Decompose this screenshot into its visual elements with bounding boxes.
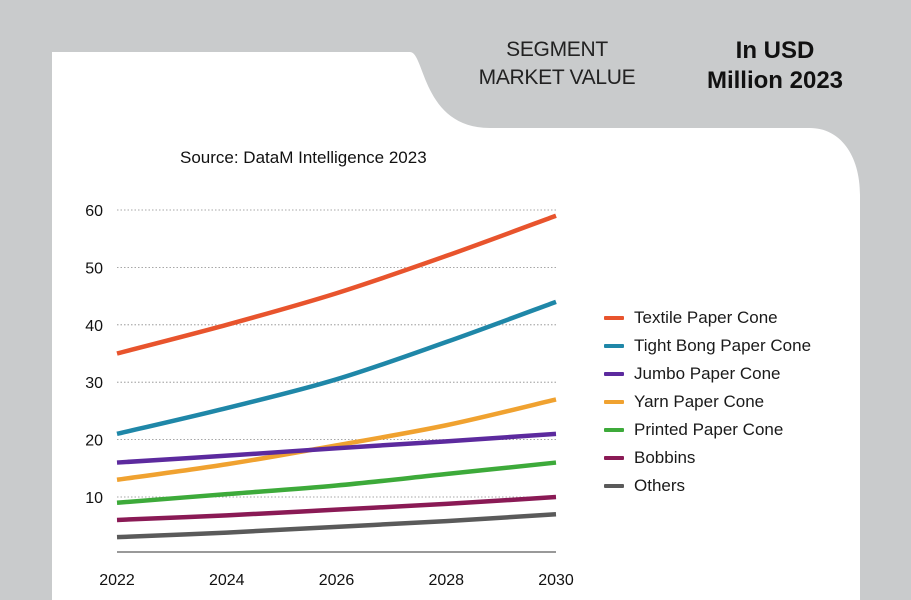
- y-axis-ticks: 10 20 30 40 50 60: [85, 203, 103, 507]
- legend-swatch: [604, 428, 624, 432]
- x-tick-label: 2022: [99, 572, 135, 589]
- legend-item: Jumbo Paper Cone: [604, 360, 811, 388]
- series-line-jumbo-paper-cone: [116, 431, 557, 465]
- y-tick-label: 10: [85, 490, 103, 507]
- legend-label: Yarn Paper Cone: [634, 392, 765, 411]
- legend-swatch: [604, 400, 624, 404]
- legend-label: Jumbo Paper Cone: [634, 364, 781, 383]
- series-line-printed-paper-cone: [116, 460, 557, 505]
- legend-item: Others: [604, 472, 811, 500]
- series-line-yarn-paper-cone: [116, 397, 557, 483]
- legend-swatch: [604, 344, 624, 348]
- chart-legend: Textile Paper Cone Tight Bong Paper Cone J…: [604, 304, 811, 500]
- segment-market-value-heading: SEGMENT MARKET VALUE: [462, 36, 652, 92]
- y-tick-label: 40: [85, 318, 103, 335]
- legend-label: Bobbins: [634, 448, 696, 467]
- x-tick-label: 2028: [428, 572, 464, 589]
- series-line-tight-bong-paper-cone: [116, 299, 557, 437]
- legend-item: Yarn Paper Cone: [604, 388, 811, 416]
- x-tick-label: 2024: [209, 572, 245, 589]
- unit-line-1: In USD: [735, 37, 815, 64]
- x-tick-label: 2030: [538, 572, 574, 589]
- series-line-others: [116, 511, 557, 540]
- legend-label: Printed Paper Cone: [634, 420, 784, 439]
- series-line-bobbins: [116, 494, 557, 523]
- x-axis-ticks: 2022 2024 2026 2028 2030: [99, 572, 574, 589]
- series-lines: [116, 213, 557, 540]
- legend-item: Printed Paper Cone: [604, 416, 811, 444]
- y-tick-label: 50: [85, 260, 103, 277]
- y-tick-label: 20: [85, 433, 103, 450]
- heading-line-1: SEGMENT: [506, 38, 608, 61]
- series-line-textile-paper-cone: [116, 213, 557, 356]
- heading-line-2: MARKET VALUE: [478, 66, 636, 89]
- legend-item: Tight Bong Paper Cone: [604, 332, 811, 360]
- unit-heading: In USD Million 2023: [690, 36, 860, 96]
- legend-label: Tight Bong Paper Cone: [634, 336, 812, 355]
- legend-label: Textile Paper Cone: [634, 308, 778, 327]
- legend-swatch: [604, 456, 624, 460]
- legend-label: Others: [634, 476, 686, 495]
- y-tick-label: 60: [85, 203, 103, 220]
- source-note: Source: DataM Intelligence 2023: [180, 148, 427, 167]
- chart-panel: [52, 52, 860, 600]
- legend-swatch: [604, 372, 624, 376]
- legend-swatch: [604, 484, 624, 488]
- unit-line-2: Million 2023: [706, 67, 844, 94]
- legend-swatch: [604, 316, 624, 320]
- x-tick-label: 2026: [319, 572, 355, 589]
- legend-item: Bobbins: [604, 444, 811, 472]
- legend-item: Textile Paper Cone: [604, 304, 811, 332]
- y-tick-label: 30: [85, 375, 103, 392]
